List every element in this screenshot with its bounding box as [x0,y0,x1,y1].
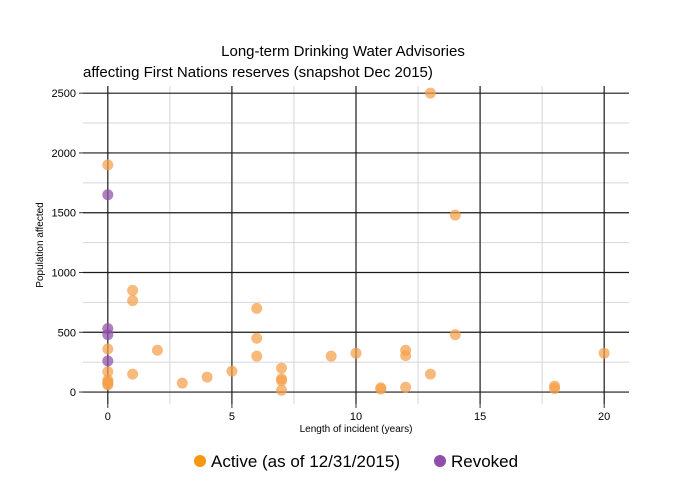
x-tick-label: 5 [229,411,235,423]
data-point-active[interactable] [400,381,412,393]
legend-item-active[interactable]: Active (as of 12/31/2015) [194,452,400,471]
x-axis-label: Length of incident (years) [300,424,413,435]
y-axis-label: Population affected [35,202,46,287]
x-axis-ticks: 0 5 10 15 20 [105,404,610,423]
y-tick-label: 1000 [52,267,76,279]
data-point-active[interactable] [251,332,263,344]
points-layer [102,87,610,396]
x-tick-label: 0 [105,411,111,423]
y-tick-label: 0 [70,387,76,399]
chart-title-line1: Long-term Drinking Water Advisories [221,43,465,60]
x-tick-label: 20 [598,411,610,423]
data-point-active[interactable] [424,87,436,99]
data-point-revoked[interactable] [102,189,114,201]
chart-title-line2: affecting First Nations reserves (snapsh… [83,64,433,81]
data-point-active[interactable] [449,209,461,221]
data-point-revoked[interactable] [102,355,114,367]
legend-label-active: Active (as of 12/31/2015) [211,452,400,471]
legend-marker-revoked [434,455,446,467]
y-tick-label: 2000 [52,148,76,160]
data-point-active[interactable] [201,371,213,383]
data-point-active[interactable] [549,382,561,394]
data-point-active[interactable] [276,384,288,396]
data-point-active[interactable] [151,344,163,356]
y-tick-label: 500 [58,327,76,339]
legend-label-revoked: Revoked [451,452,518,471]
data-point-active[interactable] [127,284,139,296]
data-point-active[interactable] [251,302,263,314]
data-point-active[interactable] [375,383,387,395]
y-tick-label: 2500 [52,88,76,100]
data-point-active[interactable] [102,379,114,391]
data-point-active[interactable] [276,375,288,387]
y-axis-ticks: 0 500 1000 1500 2000 2500 [52,88,83,399]
data-point-active[interactable] [400,350,412,362]
data-point-active[interactable] [102,343,114,355]
y-tick-label: 1500 [52,208,76,220]
data-point-active[interactable] [350,347,362,359]
data-point-active[interactable] [226,365,238,377]
data-point-active[interactable] [424,368,436,380]
data-point-active[interactable] [102,366,114,378]
legend-item-revoked[interactable]: Revoked [434,452,518,471]
x-tick-label: 15 [474,411,486,423]
plot-area [83,86,629,404]
data-point-active[interactable] [127,295,139,307]
data-point-active[interactable] [251,350,263,362]
data-point-active[interactable] [276,362,288,374]
data-point-active[interactable] [598,347,610,359]
data-point-active[interactable] [176,377,188,389]
data-point-active[interactable] [102,159,114,171]
data-point-active[interactable] [325,350,337,362]
data-point-revoked[interactable] [102,329,114,341]
legend-marker-active [194,455,206,467]
data-point-active[interactable] [449,329,461,341]
data-point-active[interactable] [127,368,139,380]
x-tick-label: 10 [350,411,362,423]
legend: Active (as of 12/31/2015) Revoked [194,452,518,471]
